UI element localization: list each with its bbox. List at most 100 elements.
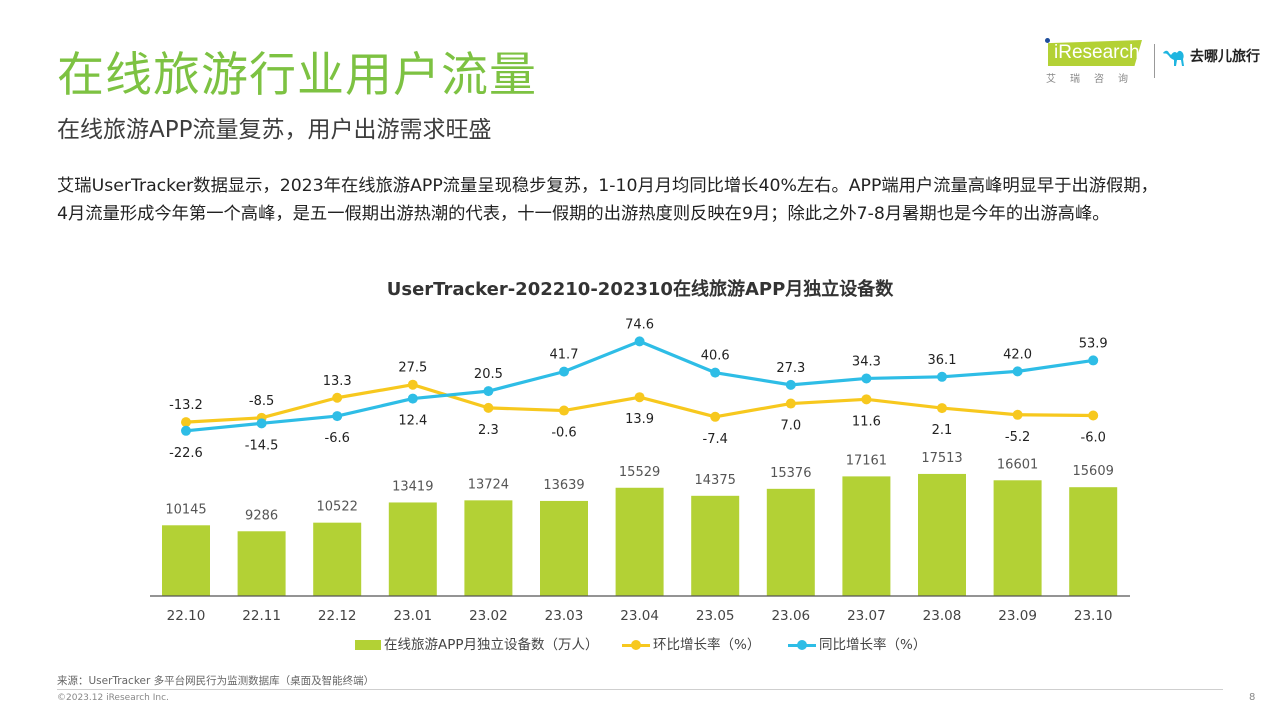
bar-label-23.07: 17161 (846, 453, 887, 468)
legend-item-yoy: 同比增长率（%） (788, 634, 926, 656)
qunar-logo-text: 去哪儿旅行 (1190, 49, 1260, 65)
yoy-point-23.10 (1088, 355, 1099, 366)
bar-label-22.12: 10522 (317, 500, 358, 515)
yoy-point-23.08 (937, 371, 947, 382)
yoy-label-23.02: 20.5 (474, 367, 503, 382)
bar-22.11 (237, 531, 286, 596)
iresearch-logo-subtext: 艾瑞咨询 (1046, 74, 1142, 85)
page-title: 在线旅游行业用户流量 (57, 48, 537, 103)
x-tick-23.02: 23.02 (469, 608, 508, 624)
mom-label-22.12: 13.3 (323, 374, 352, 389)
yoy-label-22.12: -6.6 (325, 431, 350, 446)
bar-label-23.09: 16601 (997, 457, 1038, 472)
bar-23.08 (918, 473, 966, 596)
bar-label-23.03: 13639 (543, 478, 584, 493)
bar-23.04 (615, 487, 664, 596)
bar-label-23.08: 17513 (921, 451, 962, 466)
bar-label-23.02: 13724 (468, 477, 509, 492)
x-tick-22.11: 22.11 (242, 608, 281, 624)
logo-divider (1154, 44, 1155, 78)
legend-bar-label: 在线旅游APP月独立设备数（万人） (384, 637, 599, 653)
mom-label-23.09: -5.2 (1005, 430, 1030, 445)
mom-label-23.06: 7.0 (780, 419, 801, 434)
yoy-label-22.10: -22.6 (169, 446, 203, 461)
bar-23.09 (993, 480, 1042, 596)
legend-mom-swatch (622, 640, 650, 650)
yoy-point-23.05 (710, 367, 721, 378)
chart-title: UserTracker-202210-202310在线旅游APP月独立设备数 (386, 279, 894, 300)
bar-label-23.04: 15529 (619, 465, 660, 480)
mom-label-23.01: 27.5 (398, 361, 427, 376)
mom-label-23.02: 2.3 (478, 423, 499, 438)
yoy-point-23.02 (483, 386, 494, 397)
yoy-point-23.06 (785, 379, 796, 390)
legend-yoy-label: 同比增长率（%） (819, 637, 927, 653)
description-text: 艾瑞UserTracker数据显示，2023年在线旅游APP流量呈现稳步复苏，1… (57, 172, 1257, 228)
description-line: 艾瑞UserTracker数据显示，2023年在线旅游APP流量呈现稳步复苏，1… (57, 176, 1158, 196)
mom-point-23.04 (634, 392, 645, 403)
bar-23.07 (842, 476, 891, 596)
yoy-point-23.09 (1012, 366, 1023, 377)
x-tick-23.06: 23.06 (771, 608, 810, 624)
bar-label-22.11: 9286 (245, 508, 278, 523)
x-tick-22.10: 22.10 (167, 608, 206, 624)
yoy-point-23.04 (634, 336, 645, 347)
mom-point-23.09 (1012, 409, 1023, 420)
source-note: 来源：UserTracker 多平台网民行为监测数据库（桌面及智能终端） (57, 675, 375, 687)
mom-point-23.10 (1088, 410, 1099, 421)
bar-23.03 (540, 500, 588, 596)
camel-icon (1163, 50, 1184, 66)
yoy-point-22.10 (181, 425, 191, 436)
page-number: 8 (1249, 692, 1256, 703)
bar-label-23.05: 14375 (695, 473, 736, 488)
yoy-label-23.10: 53.9 (1079, 336, 1108, 351)
bar-label-23.06: 15376 (770, 466, 811, 481)
mom-point-23.05 (710, 411, 721, 422)
description-line: 4月流量形成今年第一个高峰，是五一假期出游热潮的代表，十一假期的出游热度则反映在… (57, 204, 1110, 224)
yoy-point-22.11 (256, 418, 267, 429)
x-tick-23.08: 23.08 (923, 608, 962, 624)
mom-label-23.03: -0.6 (551, 426, 576, 441)
legend-mom-label: 环比增长率（%） (653, 637, 761, 653)
yoy-label-23.03: 41.7 (550, 348, 579, 363)
mom-point-22.10 (181, 417, 191, 428)
bar-label-23.10: 15609 (1073, 464, 1114, 479)
yoy-label-22.11: -14.5 (245, 438, 279, 453)
iresearch-logo-text: iResearch (1054, 42, 1140, 63)
x-tick-23.09: 23.09 (998, 608, 1037, 624)
mom-point-23.01 (407, 379, 418, 390)
iresearch-logo-box (1048, 40, 1142, 66)
footer-divider (57, 689, 1223, 690)
bar-22.12 (313, 522, 362, 596)
legend-item-bar: 在线旅游APP月独立设备数（万人） (355, 634, 599, 656)
bar-23.10 (1069, 487, 1118, 596)
mom-label-23.05: -7.4 (703, 432, 728, 447)
legend-bar-swatch (355, 640, 381, 650)
bar-label-23.01: 13419 (392, 479, 433, 494)
mom-label-23.08: 2.1 (932, 423, 953, 438)
bar-23.02 (464, 500, 513, 596)
x-tick-23.04: 23.04 (620, 608, 659, 624)
mom-label-23.10: -6.0 (1081, 431, 1106, 446)
mom-point-23.08 (937, 403, 947, 414)
yoy-label-23.09: 42.0 (1003, 347, 1032, 362)
mom-label-22.10: -13.2 (169, 398, 203, 413)
x-tick-23.07: 23.07 (847, 608, 886, 624)
x-tick-22.12: 22.12 (318, 608, 357, 624)
mom-point-22.12 (332, 392, 343, 403)
yoy-label-23.06: 27.3 (776, 361, 805, 376)
copyright: ©2023.12 iResearch Inc. (57, 693, 169, 703)
bar-23.06 (766, 488, 815, 596)
mom-point-23.07 (861, 394, 872, 405)
x-tick-23.05: 23.05 (696, 608, 735, 624)
mom-point-23.03 (559, 405, 569, 416)
yoy-label-23.05: 40.6 (701, 349, 730, 364)
yoy-label-23.01: 12.4 (398, 414, 427, 429)
yoy-point-23.03 (559, 366, 569, 377)
iresearch-logo-dot (1045, 38, 1050, 43)
mom-point-23.02 (483, 402, 494, 413)
yoy-point-22.12 (332, 411, 343, 422)
yoy-label-23.07: 34.3 (852, 354, 881, 369)
page-subtitle: 在线旅游APP流量复苏，用户出游需求旺盛 (57, 117, 492, 143)
